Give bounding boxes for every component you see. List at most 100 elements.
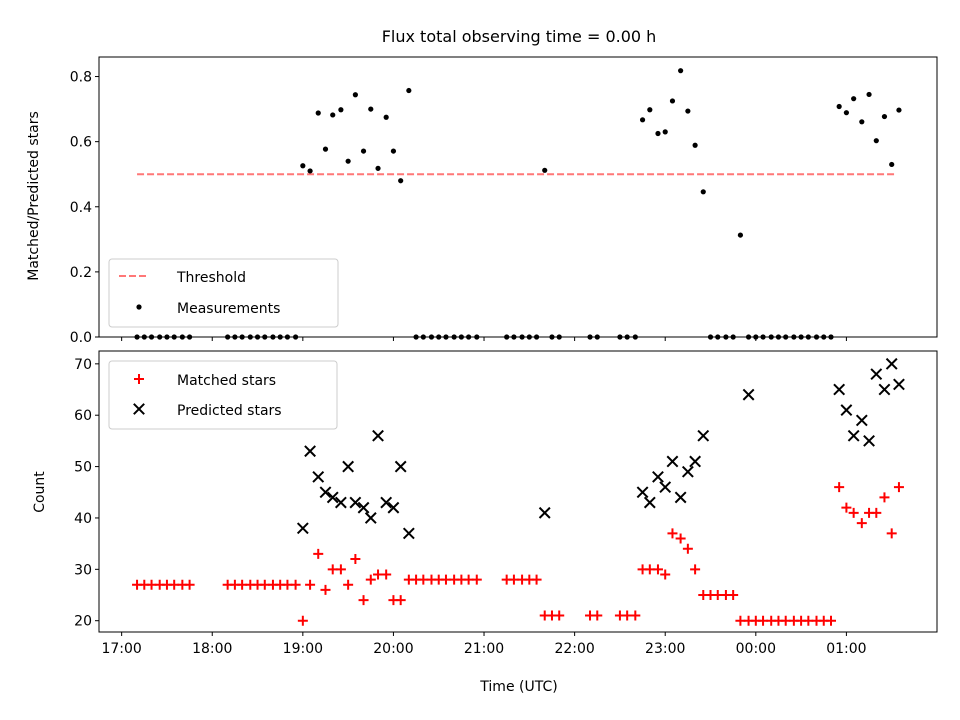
measurement-point [700, 189, 706, 195]
count-y-tick-label: 20 [74, 614, 92, 630]
predicted-star-point [334, 496, 347, 509]
predicted-star-point [643, 496, 656, 509]
count-y-tick-label: 40 [74, 511, 92, 527]
measurement-point [685, 108, 691, 114]
predicted-star-point [319, 486, 332, 499]
predicted-star-point [387, 501, 400, 514]
matched-star-point [886, 528, 897, 539]
matched-star-point [675, 533, 686, 544]
predicted-star-point [349, 496, 362, 509]
ratio-y-tick-label: 0.2 [70, 265, 92, 281]
measurement-point [307, 168, 313, 174]
measurement-point [655, 130, 661, 137]
measurement-point [866, 91, 872, 98]
count-y-tick-label: 60 [74, 408, 92, 424]
x-tick-label: 17:00 [101, 641, 141, 657]
measurement-point [851, 96, 857, 102]
measurement-point [647, 107, 653, 113]
predicted-star-point [681, 465, 694, 478]
predicted-star-point [652, 470, 664, 483]
matched-star-point [592, 610, 603, 621]
measurement-point [542, 167, 548, 173]
predicted-star-point [697, 429, 710, 442]
measurement-point [345, 158, 351, 164]
matched-star-point [667, 528, 678, 539]
legend-predicted-swatch [133, 403, 145, 415]
matched-star-point [358, 595, 369, 606]
measurement-point [383, 114, 389, 120]
x-axis-label: Time (UTC) [479, 679, 557, 695]
x-tick-label: 22:00 [554, 641, 594, 657]
matched-star-point [682, 543, 693, 554]
matched-star-point [184, 579, 195, 590]
predicted-star-point [863, 434, 875, 447]
count-y-tick-label: 50 [74, 460, 92, 476]
measurement-point [352, 92, 358, 98]
matched-star-point [305, 579, 316, 590]
measurement-point [300, 163, 306, 169]
ratio-y-axis-label: Matched/Predicted stars [26, 111, 42, 281]
predicted-star-point [402, 527, 415, 540]
measurement-point [338, 107, 344, 113]
matched-star-point [879, 492, 890, 503]
ratio-plot-frame [98, 56, 938, 338]
predicted-star-point [870, 368, 883, 381]
measurement-point [398, 178, 404, 184]
matched-star-point [630, 610, 641, 621]
predicted-star-point [538, 506, 551, 519]
measurement-point [843, 110, 850, 116]
predicted-star-point [394, 460, 407, 473]
matched-star-point [381, 569, 392, 580]
x-tick-label: 20:00 [373, 641, 413, 657]
predicted-star-point [674, 491, 687, 504]
ratio-panel: 0.0 0.2 0.4 0.6 0.8 Threshold Measurements [70, 56, 938, 346]
matched-star-point [871, 507, 882, 518]
measurement-point [881, 113, 888, 120]
matched-star-point [471, 574, 482, 585]
predicted-star-point [742, 388, 755, 401]
matched-star-point [834, 482, 845, 493]
ratio-legend-box [108, 258, 339, 328]
measurement-point [859, 119, 865, 125]
matched-star-point [893, 482, 904, 493]
ratio-y-tick-label: 0.4 [70, 200, 92, 216]
measurement-point [737, 232, 744, 238]
matched-star-point [652, 564, 663, 575]
count-legend-box [108, 360, 338, 430]
chart-title: Flux total observing time = 0.00 h [382, 27, 657, 46]
legend-matched-label: Matched stars [177, 373, 276, 389]
count-plot-frame [98, 350, 938, 633]
measurement-point [692, 142, 698, 148]
matched-star-point [335, 564, 346, 575]
x-tick-label: 23:00 [645, 641, 685, 657]
predicted-star-point [357, 501, 370, 514]
predicted-star-point [893, 378, 905, 391]
matched-star-point [531, 574, 542, 585]
matched-star-point [690, 564, 701, 575]
predicted-star-point [885, 357, 898, 370]
matched-star-point [856, 518, 867, 529]
predicted-star-point [364, 512, 377, 524]
legend-threshold-label: Threshold [176, 270, 246, 286]
predicted-star-point [636, 486, 649, 499]
predicted-star-point [878, 383, 891, 396]
predicted-star-point [326, 491, 339, 504]
predicted-star-point [855, 414, 868, 427]
predicted-star-point [296, 522, 309, 535]
legend-predicted-label: Predicted stars [177, 403, 282, 419]
predicted-star-point [380, 496, 393, 509]
predicted-star-point [833, 383, 846, 396]
count-y-tick-label: 30 [74, 562, 92, 578]
predicted-star-point [372, 429, 384, 442]
measurement-point [322, 146, 329, 152]
legend-matched-swatch [134, 374, 144, 384]
measurement-point [360, 148, 367, 154]
matched-star-point [395, 595, 406, 606]
measurement-point [315, 110, 321, 116]
matched-star-point [343, 579, 354, 590]
matched-star-point [660, 569, 671, 580]
measurement-point [836, 103, 842, 110]
predicted-star-point [342, 460, 355, 473]
measurement-point [375, 165, 381, 171]
matched-star-point [841, 502, 852, 513]
